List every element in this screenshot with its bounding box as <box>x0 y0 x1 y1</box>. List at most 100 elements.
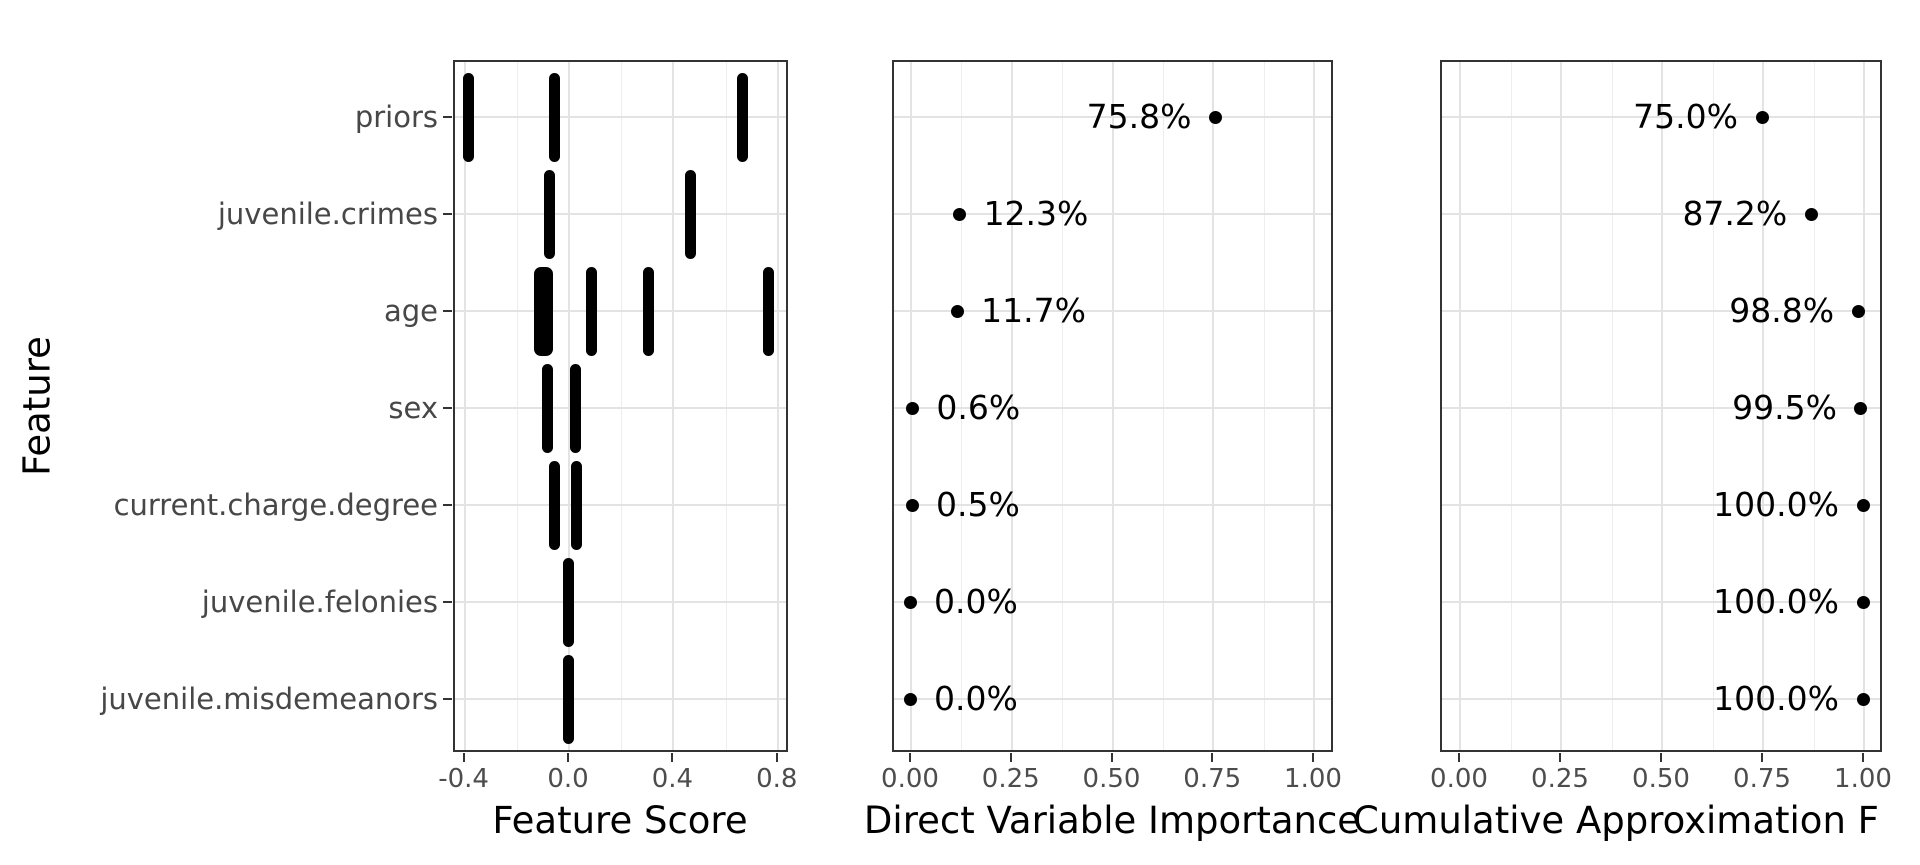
minor-gridline <box>961 62 963 750</box>
y-tick-label-juvenile-crimes: juvenile.crimes <box>217 197 438 231</box>
row-gridline <box>455 601 786 603</box>
point-value-label: 12.3% <box>983 193 1089 233</box>
major-gridline <box>1661 62 1663 750</box>
x-tick-label: 0.4 <box>651 764 694 794</box>
major-gridline <box>1111 62 1114 750</box>
x-tick-label: 0.50 <box>1082 764 1141 794</box>
point-value-label: 75.8% <box>1086 96 1192 136</box>
x-tick-label: 1.00 <box>1284 764 1342 794</box>
minor-gridline <box>1263 62 1265 750</box>
importance-dot <box>950 304 964 318</box>
y-tick-label-juvenile-felonies: juvenile.felonies <box>201 585 438 619</box>
feature-score-strip <box>533 266 553 356</box>
x-axis-title-feature-score: Feature Score <box>492 799 748 842</box>
major-gridline <box>463 62 466 750</box>
x-tick <box>671 753 674 762</box>
x-axis-title-direct-importance: Direct Variable Importance <box>863 799 1361 842</box>
x-tick <box>1862 753 1864 762</box>
major-gridline <box>1762 62 1764 750</box>
x-tick <box>1660 753 1662 762</box>
point-value-label: 0.0% <box>934 581 1018 621</box>
major-gridline <box>1459 62 1461 750</box>
importance-dot <box>1208 110 1222 124</box>
feature-score-strip <box>737 72 749 162</box>
x-tick-label: 0.75 <box>1183 764 1242 794</box>
feature-score-strip <box>541 363 553 453</box>
point-value-label: 11.7% <box>981 290 1086 330</box>
x-tick-label: 1.00 <box>1834 764 1892 794</box>
minor-gridline <box>1611 62 1613 750</box>
major-gridline <box>776 62 779 750</box>
importance-dot <box>953 207 967 221</box>
row-gridline <box>455 116 786 118</box>
x-tick-label: 0.25 <box>981 764 1040 794</box>
x-tick-label: 0.0 <box>547 764 589 794</box>
feature-score-strip <box>569 363 581 453</box>
minor-gridline <box>1712 62 1714 750</box>
feature-score-strip <box>549 72 561 162</box>
y-tick <box>443 504 452 506</box>
row-gridline <box>1442 698 1880 700</box>
x-tick <box>1110 753 1113 762</box>
y-tick-label-current-charge-degree: current.charge.degree <box>113 488 438 522</box>
x-tick <box>909 753 911 762</box>
importance-dot <box>905 401 919 415</box>
x-tick-label: 0.75 <box>1733 764 1791 794</box>
x-tick <box>1009 753 1012 762</box>
minor-gridline <box>1162 62 1164 750</box>
feature-score-strip <box>685 169 697 259</box>
point-value-label: 0.5% <box>936 484 1020 524</box>
row-gridline <box>455 698 786 700</box>
row-gridline <box>1442 116 1880 118</box>
feature-score-strip <box>763 266 775 356</box>
feature-score-strip <box>571 460 583 550</box>
feature-score-strip <box>585 266 597 356</box>
x-tick-label: 0.8 <box>756 764 798 794</box>
point-value-label: 0.0% <box>934 678 1018 718</box>
minor-gridline <box>621 62 623 750</box>
x-tick <box>1211 753 1214 762</box>
y-tick <box>443 116 452 118</box>
row-gridline <box>455 213 786 215</box>
point-value-label: 100.0% <box>1713 678 1839 718</box>
y-tick-label-priors: priors <box>354 100 438 134</box>
importance-dot <box>903 692 917 706</box>
y-tick <box>443 601 452 603</box>
major-gridline <box>568 62 570 750</box>
major-gridline <box>1212 62 1215 750</box>
feature-score-strip <box>562 557 574 647</box>
y-tick <box>443 213 452 215</box>
row-gridline <box>894 504 1331 506</box>
y-tick-label-sex: sex <box>388 391 438 425</box>
y-tick <box>443 407 452 409</box>
row-gridline <box>1442 504 1880 506</box>
y-tick-label-juvenile-misdemeanors: juvenile.misdemeanors <box>100 682 438 716</box>
x-axis-title-cumulative-fidelity: Cumulative Approximation F <box>1353 799 1879 842</box>
row-gridline <box>455 310 786 312</box>
row-gridline <box>894 310 1331 312</box>
point-value-label: 87.2% <box>1682 193 1788 233</box>
panel-1 <box>892 60 1333 752</box>
row-gridline <box>1442 407 1880 409</box>
feature-score-strip <box>544 169 556 259</box>
x-tick-label: 0.00 <box>881 764 939 794</box>
point-value-label: 100.0% <box>1713 484 1839 524</box>
row-gridline <box>1442 601 1880 603</box>
fidelity-dot <box>1804 207 1818 221</box>
row-gridline <box>894 116 1331 118</box>
minor-gridline <box>725 62 727 750</box>
minor-gridline <box>1510 62 1512 750</box>
row-gridline <box>1442 213 1880 215</box>
point-value-label: 98.8% <box>1729 290 1835 330</box>
major-gridline <box>672 62 675 750</box>
feature-score-strip <box>549 460 561 550</box>
feature-score-strip <box>463 72 475 162</box>
row-gridline <box>1442 310 1880 312</box>
panel-0 <box>453 60 788 752</box>
point-value-label: 75.0% <box>1633 96 1738 136</box>
row-gridline <box>894 601 1331 603</box>
y-tick <box>443 698 452 700</box>
minor-gridline <box>1813 62 1815 750</box>
major-gridline <box>1560 62 1562 750</box>
fidelity-dot <box>1755 110 1769 124</box>
